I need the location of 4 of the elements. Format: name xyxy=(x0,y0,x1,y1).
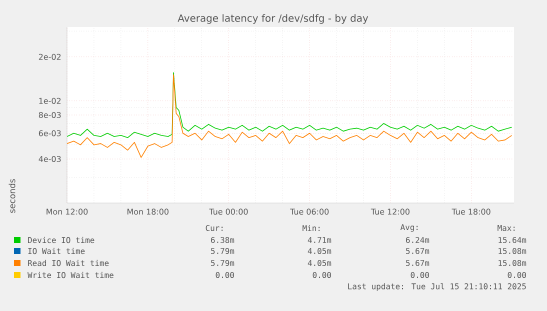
line-series xyxy=(67,72,512,138)
chart-title: Average latency for /dev/sdfg - by day xyxy=(178,14,368,24)
y-axis-title: seconds xyxy=(8,179,16,213)
line-series xyxy=(67,74,512,158)
